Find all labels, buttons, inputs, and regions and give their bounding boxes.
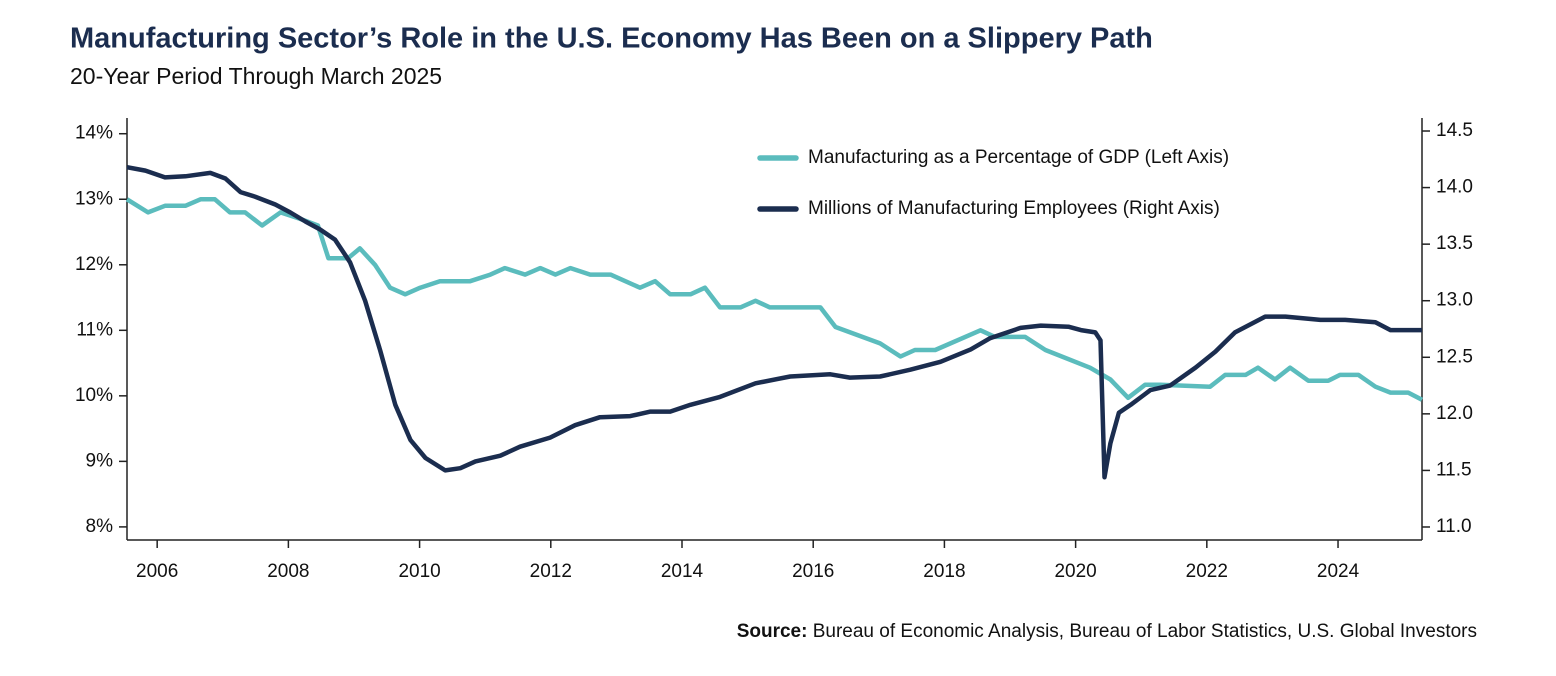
y2-tick-label: 11.0	[1436, 516, 1472, 537]
y2-tick-label: 14.5	[1436, 120, 1473, 141]
y-tick-label: 8%	[86, 516, 114, 537]
y2-tick-label: 11.5	[1436, 459, 1472, 480]
x-tick-label: 2014	[661, 561, 704, 582]
x-tick-label: 2010	[398, 561, 440, 582]
y-tick-label: 13%	[75, 188, 113, 209]
y-tick-label: 14%	[75, 123, 113, 144]
x-tick-label: 2016	[792, 561, 834, 582]
y2-tick-label: 13.0	[1436, 290, 1473, 311]
y-tick-label: 12%	[75, 254, 113, 275]
y-tick-label: 11%	[76, 319, 113, 340]
x-tick-label: 2012	[530, 561, 572, 582]
source: Source: Bureau of Economic Analysis, Bur…	[737, 621, 1477, 642]
x-tick-label: 2008	[267, 561, 309, 582]
legend-label: Millions of Manufacturing Employees (Rig…	[808, 198, 1220, 219]
source-text: Bureau of Economic Analysis, Bureau of L…	[813, 621, 1477, 642]
series-line	[125, 197, 1424, 402]
y2-tick-label: 14.0	[1436, 177, 1473, 198]
legend-label: Manufacturing as a Percentage of GDP (Le…	[808, 147, 1229, 168]
y2-tick-label: 12.5	[1436, 346, 1473, 367]
chart-subtitle: 20-Year Period Through March 2025	[70, 63, 442, 89]
x-tick-label: 2006	[136, 561, 178, 582]
y-tick-label: 10%	[75, 385, 113, 406]
x-tick-label: 2022	[1186, 561, 1228, 582]
y-tick-label: 9%	[86, 450, 114, 471]
x-tick-label: 2020	[1054, 561, 1096, 582]
x-tick-label: 2018	[923, 561, 965, 582]
chart-title: Manufacturing Sector’s Role in the U.S. …	[70, 23, 1153, 55]
y2-tick-label: 13.5	[1436, 233, 1473, 254]
source-label: Source:	[737, 621, 808, 642]
x-tick-label: 2024	[1317, 561, 1360, 582]
y2-tick-label: 12.0	[1436, 403, 1473, 424]
series-line	[126, 164, 1422, 480]
